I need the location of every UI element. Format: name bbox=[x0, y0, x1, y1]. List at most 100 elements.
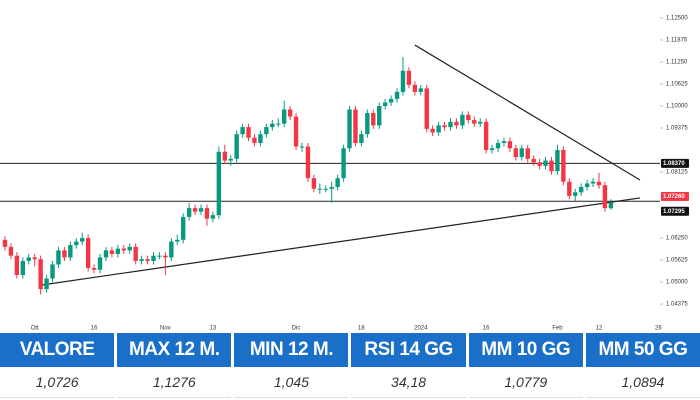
x-tick-label: 2024 bbox=[414, 326, 428, 332]
candle-body bbox=[281, 109, 287, 124]
candle-body bbox=[216, 151, 222, 216]
candle-body bbox=[525, 148, 530, 159]
table-value-cell: 34,18 bbox=[351, 367, 466, 398]
y-tick-label: 1.12500 bbox=[666, 16, 688, 22]
candle-body bbox=[371, 113, 376, 126]
candle-body bbox=[2, 239, 8, 247]
table-header-cell: RSI 14 GG bbox=[351, 333, 466, 367]
table-value-cell: 1,0726 bbox=[0, 367, 115, 398]
x-tick-label: 13 bbox=[210, 326, 217, 332]
candle-body bbox=[543, 160, 548, 166]
candle-body bbox=[317, 188, 323, 190]
price-tag-label: 1.08370 bbox=[663, 161, 685, 167]
candle-body bbox=[602, 185, 608, 209]
price-tag bbox=[661, 206, 689, 216]
candle-body bbox=[163, 255, 168, 258]
candle-body bbox=[270, 123, 275, 128]
candle-body bbox=[258, 134, 263, 143]
candle-body bbox=[38, 259, 43, 290]
x-tick-label: Dic bbox=[292, 326, 301, 332]
candle-body bbox=[264, 127, 269, 135]
candle-body bbox=[287, 109, 293, 117]
candle-body bbox=[561, 150, 566, 182]
candle-body bbox=[115, 248, 121, 254]
candle-body bbox=[276, 123, 281, 125]
stats-table: VALORE MAX 12 M. MIN 12 M. RSI 14 GG MM 10 G… bbox=[0, 333, 700, 398]
candle-body bbox=[74, 241, 79, 246]
candle-body bbox=[56, 250, 61, 265]
y-tick-label: 1.10625 bbox=[666, 82, 688, 88]
candle-body bbox=[400, 70, 406, 92]
candle-body bbox=[139, 259, 144, 261]
candle-body bbox=[567, 181, 572, 196]
candle-body bbox=[311, 178, 317, 189]
candle-body bbox=[418, 88, 423, 92]
candle-body bbox=[246, 127, 251, 138]
x-tick-label: Feb bbox=[552, 326, 563, 332]
candle-body bbox=[80, 238, 85, 242]
price-tag bbox=[661, 158, 689, 168]
candle-body bbox=[228, 158, 233, 161]
candle-body bbox=[460, 114, 465, 126]
candle-body bbox=[537, 162, 542, 166]
candle-body bbox=[299, 146, 305, 148]
candle-body bbox=[151, 255, 156, 261]
candle-body bbox=[293, 116, 299, 147]
table-value-cell: 1,045 bbox=[234, 367, 349, 398]
table-header-cell: MIN 12 M. bbox=[234, 333, 349, 367]
candle-body bbox=[157, 255, 162, 257]
candle-body bbox=[26, 257, 31, 261]
y-tick-label: 1.04375 bbox=[666, 302, 688, 308]
candle-body bbox=[329, 186, 334, 189]
candle-body bbox=[14, 255, 20, 276]
candle-body bbox=[448, 121, 453, 128]
candle-body bbox=[531, 158, 536, 163]
candle-body bbox=[127, 246, 132, 251]
table-header-cell: MAX 12 M. bbox=[117, 333, 232, 367]
candle-body bbox=[252, 137, 257, 143]
candle-body bbox=[121, 248, 126, 251]
candle-body bbox=[466, 114, 471, 121]
trend-line bbox=[39, 197, 641, 286]
x-tick-label: Ott bbox=[31, 326, 39, 332]
x-tick-label: 12 bbox=[596, 326, 603, 332]
candle-body bbox=[365, 113, 370, 135]
candle-body bbox=[169, 241, 174, 258]
candle-body bbox=[20, 260, 26, 276]
y-tick-label: 1.05000 bbox=[666, 280, 688, 286]
y-tick-label: 1.10000 bbox=[666, 104, 688, 110]
candle-body bbox=[424, 88, 429, 129]
candle-body bbox=[175, 239, 180, 242]
candle-body bbox=[68, 245, 73, 258]
candle-body bbox=[50, 264, 55, 279]
candle-body bbox=[210, 215, 216, 219]
candle-body bbox=[584, 183, 590, 187]
candle-body bbox=[359, 134, 364, 143]
chart: 1.12500 1.11875 1.11250 1.10625 1.10000 1.093… bbox=[0, 16, 689, 332]
candle-body bbox=[133, 246, 138, 261]
table-value-cell: 1,0894 bbox=[585, 367, 700, 398]
y-tick-label: 1.11875 bbox=[666, 38, 688, 44]
candle-body bbox=[305, 146, 311, 179]
candle-body bbox=[32, 257, 37, 260]
candle-body bbox=[62, 250, 67, 258]
candle-body bbox=[85, 238, 91, 268]
price-tag-label: 1.07260 bbox=[663, 194, 685, 200]
x-tick-label: 26 bbox=[655, 326, 662, 332]
table-header-cell: MM 10 GG bbox=[468, 333, 583, 367]
candle-body bbox=[204, 208, 210, 219]
candle-body bbox=[507, 141, 513, 149]
candle-body bbox=[549, 160, 554, 172]
x-tick-label: 18 bbox=[358, 326, 365, 332]
candle-body bbox=[240, 127, 245, 135]
y-tick-label: 1.06250 bbox=[666, 236, 688, 242]
candle-body bbox=[91, 267, 97, 270]
candle-body bbox=[495, 142, 501, 149]
candle-body bbox=[596, 181, 602, 186]
candle-body bbox=[519, 148, 524, 158]
y-tick-label: 1.08125 bbox=[666, 170, 688, 176]
candle-body bbox=[181, 216, 186, 240]
candle-body bbox=[192, 208, 198, 212]
y-tick-label: 1.11250 bbox=[666, 60, 688, 66]
